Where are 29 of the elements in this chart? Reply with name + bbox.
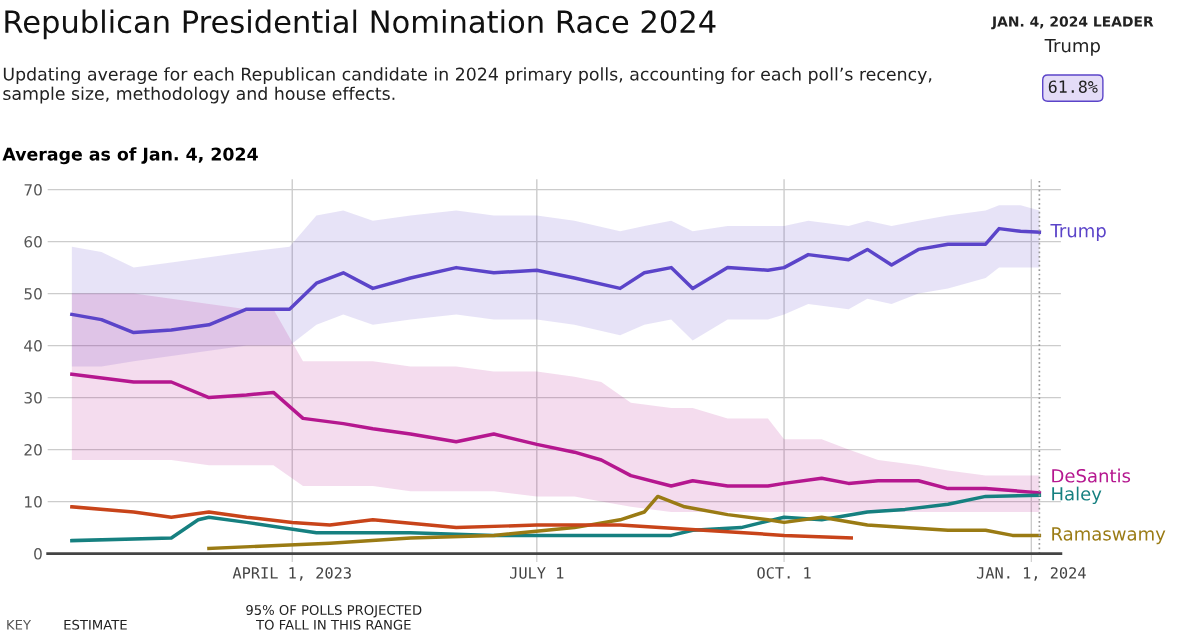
x-tick-label: APRIL 1, 2023 [232,567,351,581]
text: 61.8% [1048,80,1098,93]
text: Trump [1044,38,1100,56]
y-tick-label: 70 [24,184,42,196]
series-label: Trump [1050,224,1106,241]
series-label: Ramaswamy [1052,527,1166,545]
text: 95% OF POLLS PROJECTED TO FALL IN THIS RANGE [246,605,422,630]
y-tick-label: 50 [24,288,42,300]
y-axis-title: Average as of Jan. 4, 2024 [2,147,258,165]
line-series [207,494,1042,551]
y-tick-label: 30 [24,392,42,404]
y-tick-label: 40 [24,340,42,352]
x-tick-label: JULY 1 [510,567,564,579]
x-tick-label: OCT. 1 [757,567,811,579]
chart-title: Republican Presidential Nomination Race 2024 [5,9,716,40]
y-tick-label: 0 [34,548,42,560]
text: KEY [7,619,32,630]
line-series [70,372,1042,495]
text: JAN. 4, 2024 LEADER [991,16,1154,30]
line-series [70,505,853,540]
chart-subtitle: Updating average for each Republican candidate in 2024 primary polls, accounting for each poll’s recency, sample size, methodology and house effects. [3,67,932,104]
series-label: Haley [1052,486,1102,505]
line-series [70,226,1042,335]
x-tick-label: JAN. 1, 2024 [976,567,1086,581]
text: ESTIMATE [64,619,127,630]
series-label: DeSantis [1052,468,1131,483]
y-tick-label: 20 [24,444,42,456]
y-tick-label: 10 [25,496,42,508]
y-tick-label: 60 [24,236,42,248]
